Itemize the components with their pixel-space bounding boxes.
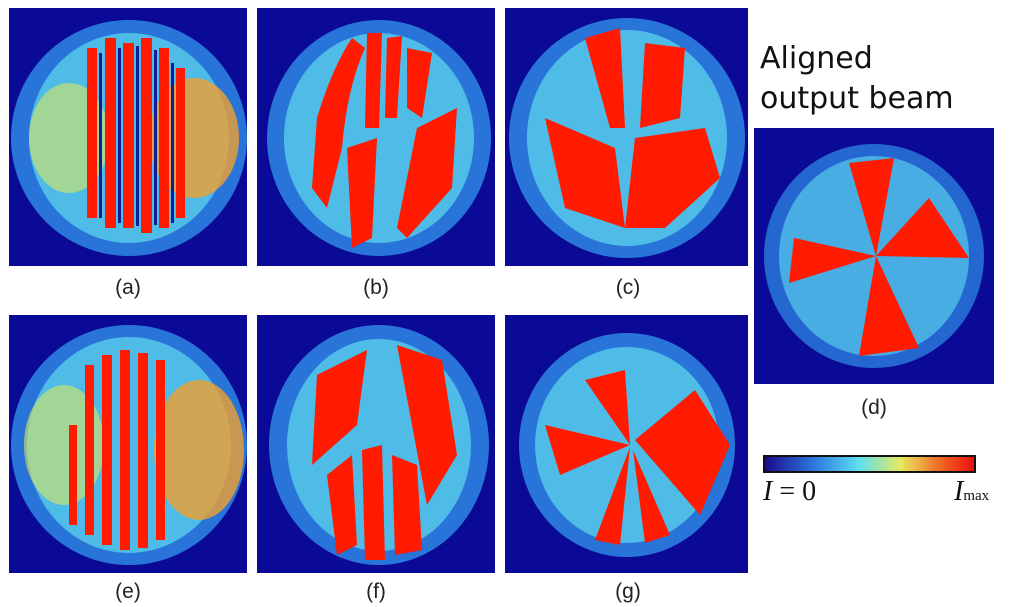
- panel-a-image: [9, 8, 247, 266]
- intensity-colorbar: [763, 455, 976, 473]
- panel-f-image: [257, 315, 495, 573]
- aligned-output-title-line1: Aligned: [760, 41, 873, 76]
- caption-d: (d): [861, 396, 887, 419]
- caption-f: (f): [366, 580, 386, 603]
- colorbar-max-var: I: [954, 476, 964, 507]
- caption-g: (g): [615, 580, 641, 603]
- colorbar-min-value: = 0: [772, 476, 817, 507]
- colorbar-max-sub: max: [963, 488, 990, 504]
- panel-d-image: [754, 128, 994, 384]
- aligned-output-title-line2: output beam: [760, 81, 954, 116]
- colorbar-max-label: Imax: [954, 476, 989, 508]
- panel-e-image: [9, 315, 247, 573]
- panel-g-image: [505, 315, 748, 573]
- colorbar-min-var: I: [763, 476, 773, 507]
- caption-e: (e): [115, 580, 141, 603]
- caption-c: (c): [615, 276, 641, 299]
- panel-c-image: [505, 8, 748, 266]
- colorbar-min-label: I = 0: [763, 476, 816, 508]
- caption-a: (a): [115, 276, 141, 299]
- panel-b-image: [257, 8, 495, 266]
- caption-b: (b): [363, 276, 389, 299]
